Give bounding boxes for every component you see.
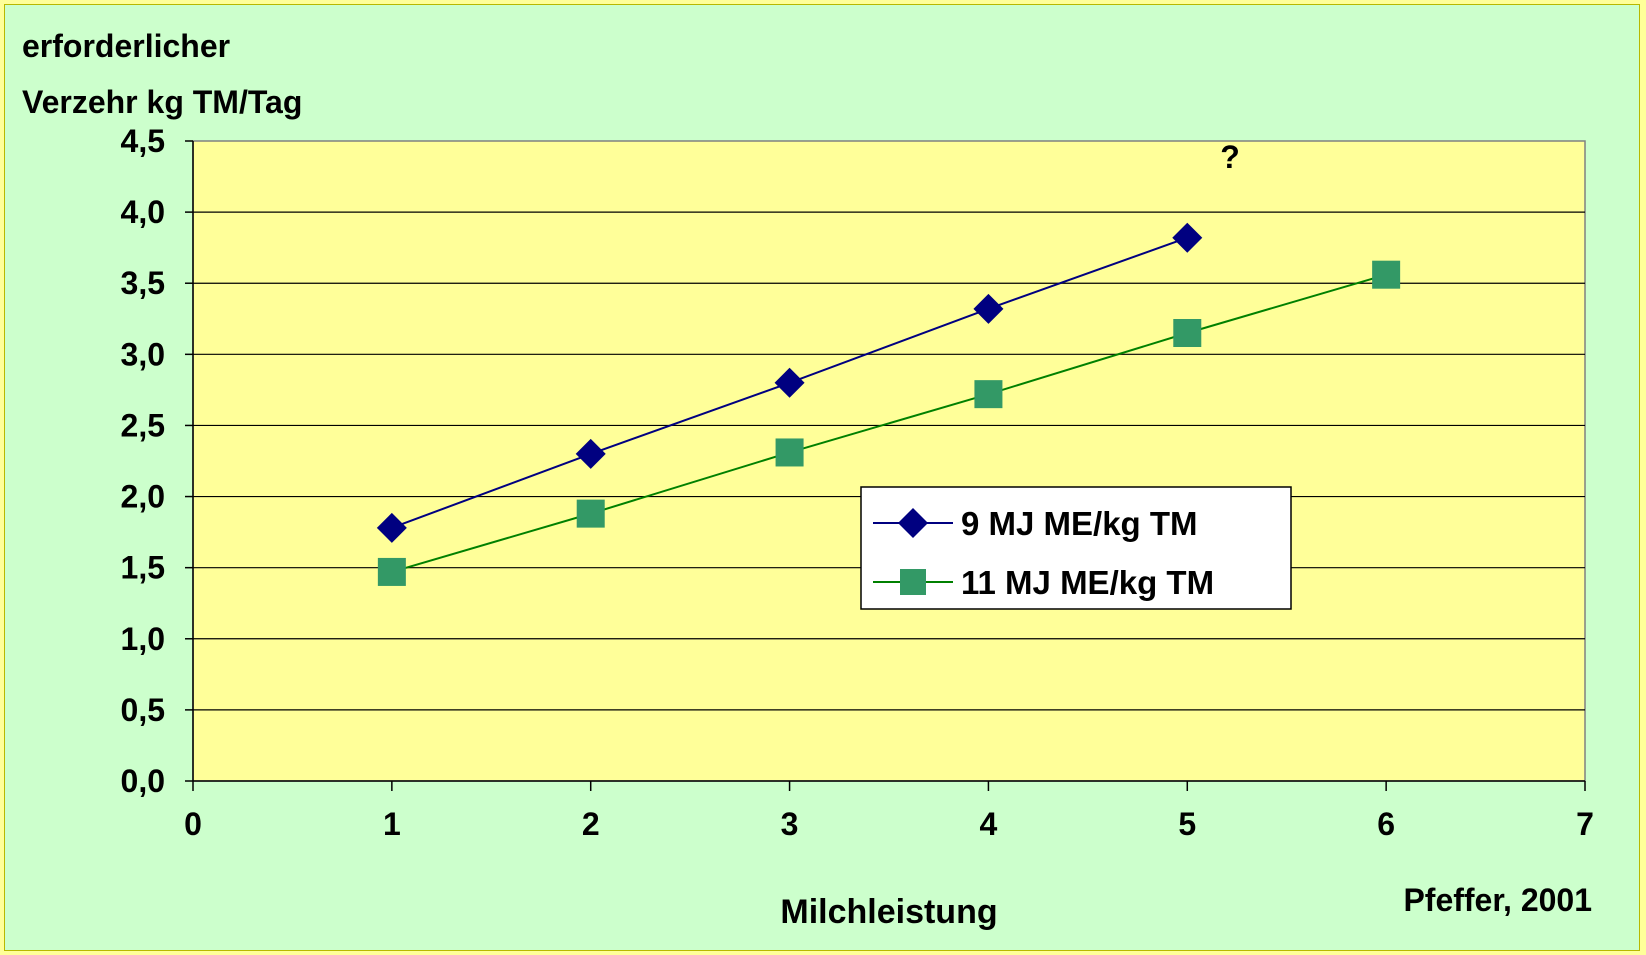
legend-item-9-mj: 9 MJ ME/kg TM xyxy=(873,505,1198,542)
legend-label-11-mj: 11 MJ ME/kg TM xyxy=(961,564,1214,601)
data-point-diamond xyxy=(774,367,805,398)
data-point-diamond xyxy=(1172,222,1203,253)
legend-marker-diamond xyxy=(898,508,928,538)
x-tick-label: 6 xyxy=(1377,806,1395,842)
data-point-diamond xyxy=(575,438,606,469)
legend-box xyxy=(860,486,1292,610)
y-tick-label: 1,0 xyxy=(121,621,165,657)
x-tick-label: 0 xyxy=(184,806,202,842)
series-line-1 xyxy=(391,273,1387,573)
legend-marker-square xyxy=(900,569,926,595)
y-tick-label: 2,0 xyxy=(121,479,165,515)
legend: 9 MJ ME/kg TM 11 MJ ME/kg TM xyxy=(860,486,1292,610)
y-tick-label: 2,5 xyxy=(121,407,165,443)
chart-frame: 0,0 0,5 1,0 1,5 2,0 2,5 3,0 3,5 4,0 4,5 0 1 2 3 4 5 6 7 e… xyxy=(4,4,1640,951)
line-chart: 0,0 0,5 1,0 1,5 2,0 2,5 3,0 3,5 4,0 4,5 0 1 2 3 4 5 6 7 e… xyxy=(22,28,1594,931)
x-tick-label: 7 xyxy=(1576,806,1594,842)
x-tick-label: 3 xyxy=(781,806,799,842)
data-point-square xyxy=(1173,319,1202,347)
legend-label-9-mj: 9 MJ ME/kg TM xyxy=(961,505,1198,542)
data-point-square xyxy=(974,380,1003,409)
plot-area xyxy=(192,140,1586,782)
series-group xyxy=(376,222,1401,586)
y-tick-label: 3,5 xyxy=(121,265,165,301)
data-point-square xyxy=(1372,260,1401,289)
x-tick-label: 4 xyxy=(980,806,998,842)
axes xyxy=(185,140,1586,791)
data-point-square xyxy=(775,438,804,467)
source-note: Pfeffer, 2001 xyxy=(1403,882,1592,918)
y-tick-label: 3,0 xyxy=(121,336,165,372)
x-tick-label: 2 xyxy=(582,806,600,842)
y-axis-label-line2: Verzehr kg TM/Tag xyxy=(22,84,302,120)
y-tick-label: 0,0 xyxy=(121,763,165,799)
y-tick-label: 4,5 xyxy=(121,123,165,159)
data-point-diamond xyxy=(376,512,407,543)
y-tick-label: 0,5 xyxy=(121,692,165,728)
question-annotation: ? xyxy=(1220,139,1240,175)
x-axis-label: Milchleistung xyxy=(780,893,997,931)
data-point-square xyxy=(377,557,406,586)
y-tick-label: 4,0 xyxy=(121,194,165,230)
x-tick-label: 5 xyxy=(1178,806,1196,842)
legend-item-11-mj: 11 MJ ME/kg TM xyxy=(873,564,1214,601)
data-point-square xyxy=(576,499,605,528)
tick-labels: 0,0 0,5 1,0 1,5 2,0 2,5 3,0 3,5 4,0 4,5 0 1 2 3 4 5 6 7 xyxy=(121,123,1594,842)
y-axis-label-line1: erforderlicher xyxy=(22,28,230,64)
data-point-diamond xyxy=(973,293,1004,324)
x-tick-label: 1 xyxy=(383,806,401,842)
y-tick-label: 1,5 xyxy=(121,550,165,586)
